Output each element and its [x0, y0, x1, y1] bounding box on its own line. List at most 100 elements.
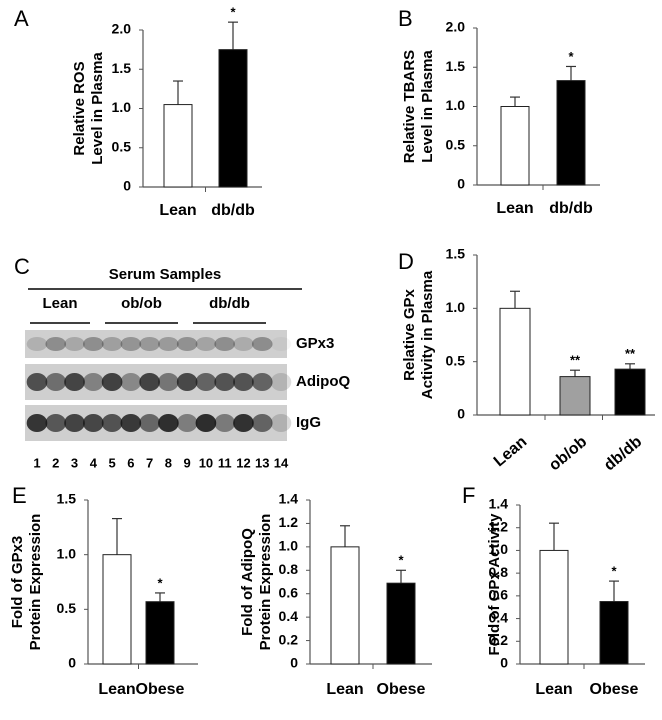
bar	[218, 49, 248, 188]
lane-number: 14	[274, 455, 289, 470]
bar	[102, 554, 132, 665]
y-tick-label: 0.6	[489, 587, 509, 603]
lane-number: 11	[218, 455, 232, 470]
blot-band	[158, 337, 179, 351]
bar	[500, 106, 530, 186]
lane-number: 4	[90, 455, 98, 470]
y-tick-label: 1.5	[57, 491, 77, 507]
blot-band	[233, 414, 254, 432]
significance: *	[398, 553, 404, 568]
y-tick-label: 0	[68, 655, 76, 671]
y-axis-label: Protein Expression	[257, 514, 274, 651]
group-label: db/db	[209, 295, 250, 312]
significance: *	[611, 564, 617, 579]
y-tick-label: 0.2	[279, 631, 299, 647]
y-tick-label: 0.6	[279, 584, 299, 600]
bar	[386, 582, 416, 665]
y-tick-label: 0.8	[489, 564, 509, 580]
blot-band	[195, 337, 217, 351]
blot-band	[214, 414, 236, 432]
y-tick-label: 2.0	[112, 21, 132, 37]
panel-letter: F	[462, 483, 475, 508]
blot-band	[251, 337, 273, 351]
lane-number: 13	[255, 455, 269, 470]
y-axis-label: Level in Plasma	[89, 52, 106, 165]
y-tick-label: 1.0	[57, 545, 77, 561]
x-tick-label: Lean	[535, 681, 572, 698]
blot-band	[64, 373, 85, 391]
bar	[559, 376, 591, 416]
bar	[163, 104, 193, 188]
significance: *	[230, 5, 236, 20]
bar	[556, 80, 586, 186]
blot-band	[45, 337, 67, 351]
panel-letter: D	[398, 249, 414, 274]
blot-band	[270, 337, 292, 351]
blot-band	[233, 373, 254, 391]
y-axis-label: Relative GPx	[401, 288, 418, 380]
y-tick-label: 0.4	[279, 608, 299, 624]
significance: *	[568, 49, 574, 64]
panel-letter: C	[14, 254, 30, 279]
blot-band	[101, 337, 123, 351]
y-tick-label: 0.4	[489, 609, 509, 625]
lane-number: 9	[184, 455, 191, 470]
blot-band	[139, 414, 160, 432]
blot-band	[26, 373, 48, 391]
x-tick-label: Obese	[590, 681, 639, 698]
y-axis-label: Fold of GPx3	[9, 536, 26, 629]
lane-number: 1	[33, 455, 40, 470]
blot-band	[195, 373, 217, 391]
significance: **	[625, 346, 636, 361]
y-tick-label: 1.5	[446, 246, 466, 262]
blot-band	[120, 373, 142, 391]
y-tick-label: 1.0	[446, 97, 466, 113]
significance: *	[157, 575, 163, 590]
y-tick-label: 1.2	[279, 514, 299, 530]
y-tick-label: 1.4	[279, 491, 299, 507]
y-tick-label: 1.0	[112, 99, 132, 115]
blot-band	[214, 373, 236, 391]
blot-band	[64, 414, 85, 432]
blot-band	[45, 414, 67, 432]
y-axis-label: Fold of AdipoQ	[239, 528, 256, 636]
y-tick-label: 1.0	[279, 538, 299, 554]
blot-band	[251, 373, 273, 391]
y-tick-label: 1.4	[489, 496, 509, 512]
y-axis-label: Protein Expression	[27, 514, 44, 651]
blot-band	[214, 337, 236, 351]
y-axis-label: Level in Plasma	[419, 50, 436, 163]
blot-band	[120, 337, 142, 351]
y-tick-label: 1.5	[112, 60, 132, 76]
blot-band	[158, 414, 179, 432]
group-label: ob/ob	[121, 295, 162, 312]
y-axis-label: Relative ROS	[71, 61, 88, 155]
bar	[599, 601, 629, 665]
lane-number: 3	[71, 455, 78, 470]
x-tick-label: Lean	[491, 433, 531, 470]
y-tick-label: 0.2	[489, 632, 509, 648]
panel-letter: B	[398, 6, 413, 31]
blot-band	[120, 414, 142, 432]
y-tick-label: 0.5	[446, 136, 466, 152]
blot-band	[64, 337, 85, 351]
blot-band	[82, 414, 104, 432]
lane-number: 5	[108, 455, 115, 470]
significance: **	[570, 353, 581, 368]
band-label: AdipoQ	[296, 373, 350, 390]
blot-band	[270, 373, 292, 391]
x-tick-label: Lean	[98, 681, 135, 698]
blot-band	[158, 373, 179, 391]
y-tick-label: 2.0	[446, 19, 466, 35]
x-tick-label: db/db	[549, 200, 593, 217]
y-tick-label: 0.8	[279, 561, 299, 577]
blot-band	[139, 373, 160, 391]
x-tick-label: Lean	[496, 200, 533, 217]
y-tick-label: 0.5	[112, 138, 132, 154]
y-tick-label: 0	[457, 176, 465, 192]
x-tick-label: Lean	[326, 681, 363, 698]
x-tick-label: Obese	[377, 681, 426, 698]
lane-number: 8	[165, 455, 172, 470]
y-tick-label: 0	[123, 178, 131, 194]
